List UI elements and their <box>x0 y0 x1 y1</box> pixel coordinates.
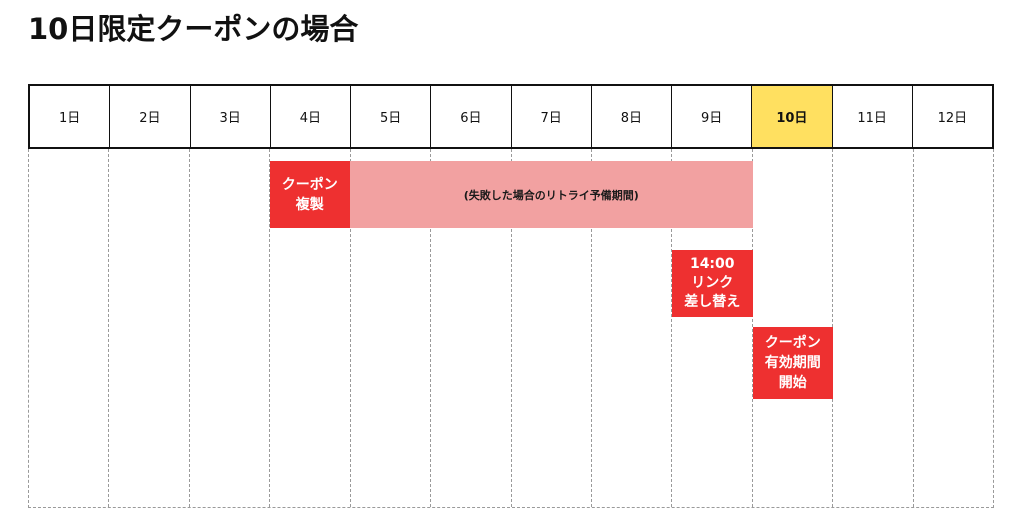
day-header-9: 9日 <box>671 86 751 147</box>
coupon-start-event: クーポン 有効期間 開始 <box>752 327 833 399</box>
link-swap-time: 14:00 <box>689 256 735 272</box>
retry-period-bar: (失敗した場合のリトライ予備期間) <box>350 161 753 228</box>
timeline-grid: 1日 2日 3日 4日 5日 6日 7日 8日 9日 10日 11日 12日 ク… <box>28 84 994 508</box>
day-header-2: 2日 <box>109 86 189 147</box>
day-column <box>832 149 912 507</box>
day-column <box>430 149 510 507</box>
day-column <box>269 149 349 507</box>
day-column <box>510 149 591 507</box>
day-header-8: 8日 <box>590 86 671 147</box>
coupon-start-line-2: 有効期間 <box>764 355 821 371</box>
day-column <box>751 149 832 507</box>
retry-period-label: (失敗した場合のリトライ予備期間) <box>463 188 639 202</box>
coupon-start-line-3: 開始 <box>778 375 807 391</box>
coupon-start-line-1: クーポン <box>764 335 821 351</box>
day-header-4: 4日 <box>269 86 350 147</box>
page-title: 10日限定クーポンの場合 <box>28 12 359 46</box>
coupon-copy-line-2: 複製 <box>295 196 324 213</box>
coupon-copy-line-1: クーポン <box>281 176 338 193</box>
day-header-row: 1日 2日 3日 4日 5日 6日 7日 8日 9日 10日 11日 12日 <box>28 84 994 149</box>
link-swap-line-3: 差し替え <box>684 294 741 310</box>
link-swap-line-2: リンク <box>691 275 734 291</box>
link-swap-event: 14:00 リンク 差し替え <box>672 250 753 317</box>
day-header-1: 1日 <box>58 111 81 126</box>
day-column <box>671 149 751 507</box>
day-header-7: 7日 <box>510 86 591 147</box>
day-header-10-highlighted: 10日 <box>751 86 832 147</box>
day-header-12: 12日 <box>911 86 992 147</box>
day-header-5: 5日 <box>350 86 430 147</box>
day-column <box>912 149 993 507</box>
day-column <box>108 149 188 507</box>
day-header-11: 11日 <box>831 86 912 147</box>
coupon-copy-event: クーポン 複製 <box>269 161 350 228</box>
day-column <box>349 149 430 507</box>
day-column <box>590 149 671 507</box>
day-header-3: 3日 <box>189 86 270 147</box>
day-column <box>188 149 269 507</box>
day-header-6: 6日 <box>430 86 510 147</box>
day-column <box>29 149 108 507</box>
